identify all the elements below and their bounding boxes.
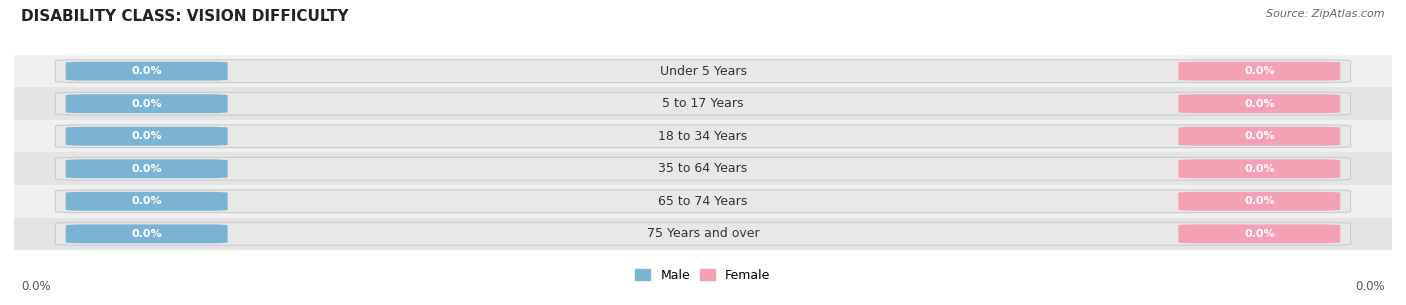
Text: 0.0%: 0.0% bbox=[1244, 196, 1275, 206]
Text: 0.0%: 0.0% bbox=[131, 196, 162, 206]
FancyBboxPatch shape bbox=[1178, 159, 1340, 178]
Bar bbox=[14, 88, 1392, 120]
FancyBboxPatch shape bbox=[55, 157, 1351, 180]
Text: 65 to 74 Years: 65 to 74 Years bbox=[658, 195, 748, 208]
Text: 0.0%: 0.0% bbox=[131, 164, 162, 174]
Bar bbox=[14, 120, 1392, 152]
FancyBboxPatch shape bbox=[55, 190, 1351, 213]
Legend: Male, Female: Male, Female bbox=[630, 264, 776, 287]
Text: 0.0%: 0.0% bbox=[1244, 99, 1275, 109]
Text: 75 Years and over: 75 Years and over bbox=[647, 227, 759, 240]
FancyBboxPatch shape bbox=[55, 60, 1351, 83]
FancyBboxPatch shape bbox=[1178, 94, 1340, 113]
FancyBboxPatch shape bbox=[66, 224, 228, 243]
Text: 0.0%: 0.0% bbox=[1244, 66, 1275, 76]
FancyBboxPatch shape bbox=[55, 125, 1351, 148]
Text: 0.0%: 0.0% bbox=[131, 99, 162, 109]
Text: 18 to 34 Years: 18 to 34 Years bbox=[658, 130, 748, 143]
FancyBboxPatch shape bbox=[66, 62, 228, 81]
Text: 0.0%: 0.0% bbox=[131, 229, 162, 239]
Text: Under 5 Years: Under 5 Years bbox=[659, 65, 747, 78]
Text: 0.0%: 0.0% bbox=[1244, 229, 1275, 239]
FancyBboxPatch shape bbox=[55, 92, 1351, 115]
Bar bbox=[14, 152, 1392, 185]
Text: 5 to 17 Years: 5 to 17 Years bbox=[662, 97, 744, 110]
Text: 0.0%: 0.0% bbox=[131, 66, 162, 76]
Text: Source: ZipAtlas.com: Source: ZipAtlas.com bbox=[1267, 9, 1385, 19]
Text: 0.0%: 0.0% bbox=[21, 280, 51, 293]
FancyBboxPatch shape bbox=[1178, 127, 1340, 146]
Bar bbox=[14, 55, 1392, 88]
Text: 0.0%: 0.0% bbox=[1355, 280, 1385, 293]
FancyBboxPatch shape bbox=[66, 192, 228, 211]
FancyBboxPatch shape bbox=[1178, 192, 1340, 211]
Text: 35 to 64 Years: 35 to 64 Years bbox=[658, 162, 748, 175]
FancyBboxPatch shape bbox=[66, 94, 228, 113]
FancyBboxPatch shape bbox=[1178, 224, 1340, 243]
Bar bbox=[14, 185, 1392, 217]
Text: 0.0%: 0.0% bbox=[1244, 164, 1275, 174]
FancyBboxPatch shape bbox=[55, 222, 1351, 245]
FancyBboxPatch shape bbox=[66, 127, 228, 146]
Bar bbox=[14, 217, 1392, 250]
Text: 0.0%: 0.0% bbox=[131, 131, 162, 141]
FancyBboxPatch shape bbox=[66, 159, 228, 178]
Text: 0.0%: 0.0% bbox=[1244, 131, 1275, 141]
FancyBboxPatch shape bbox=[1178, 62, 1340, 81]
Text: DISABILITY CLASS: VISION DIFFICULTY: DISABILITY CLASS: VISION DIFFICULTY bbox=[21, 9, 349, 24]
